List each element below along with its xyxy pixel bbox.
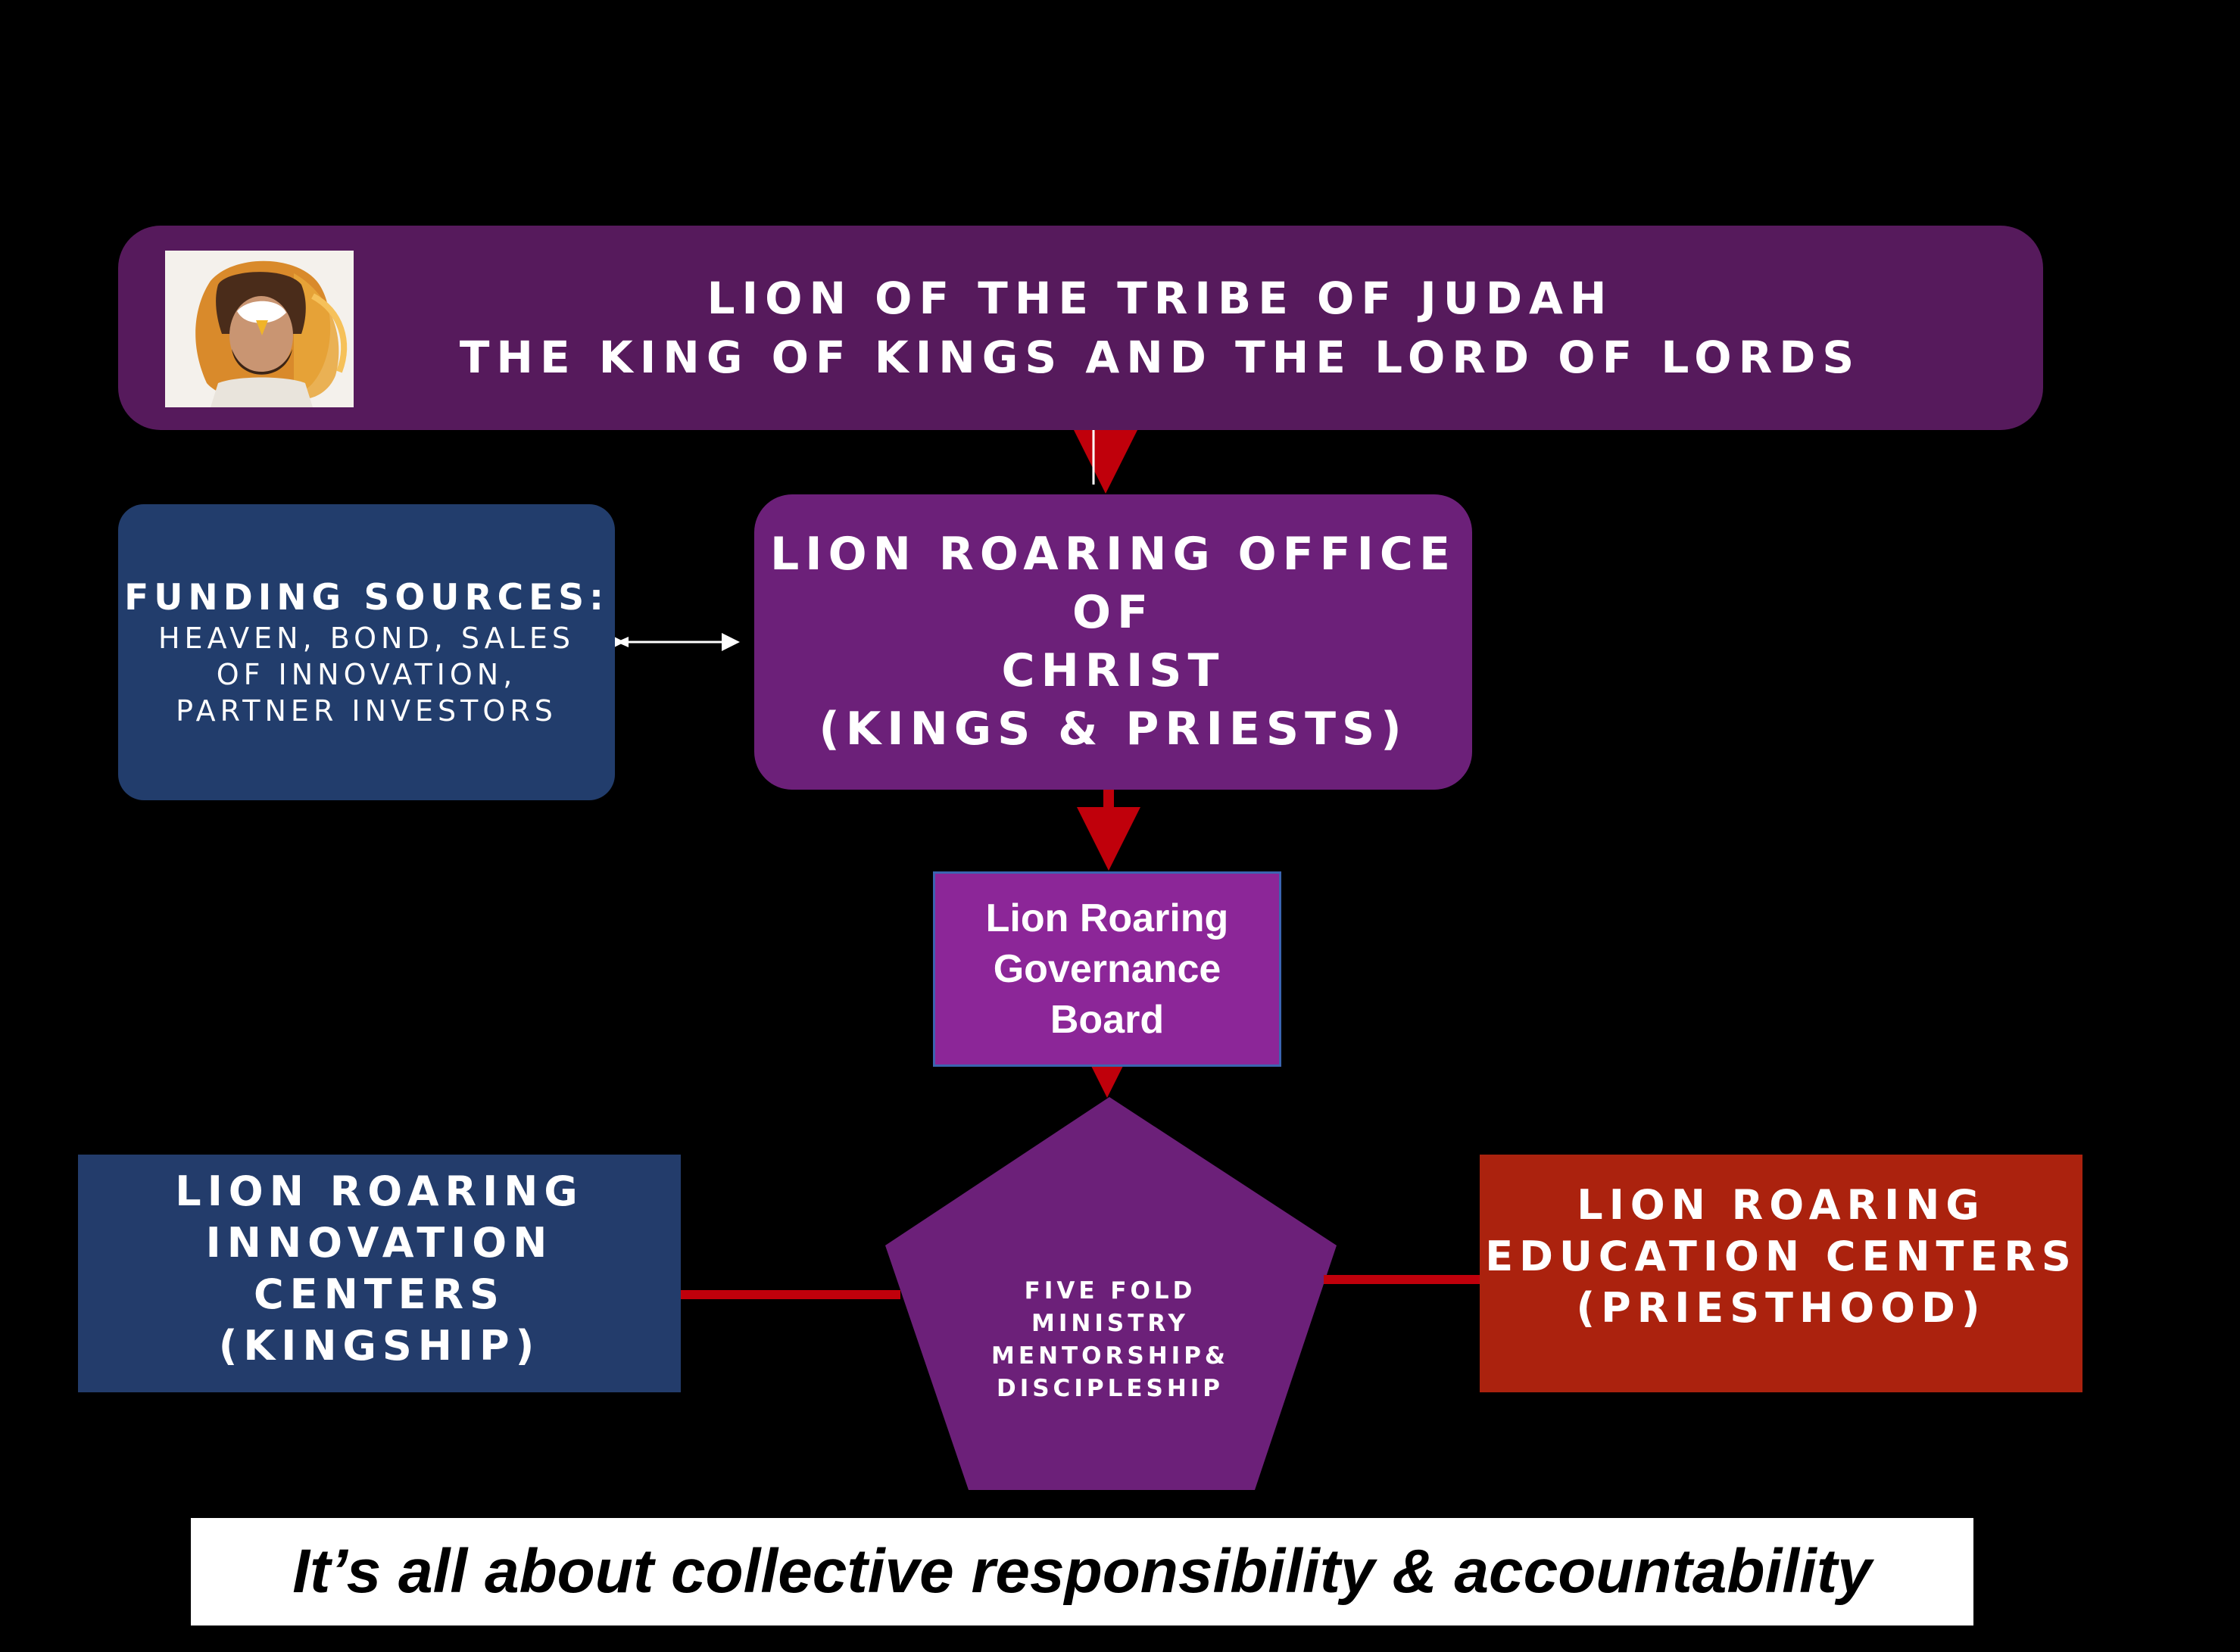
tagline-text: It’s all about collective responsibility… <box>292 1537 1872 1606</box>
office-of-christ-box: LION ROARING OFFICE OF CHRIST (KINGS & P… <box>754 494 1472 790</box>
top-banner: LION OF THE TRIBE OF JUDAH THE KING OF K… <box>118 226 2043 430</box>
office-line-4: (KINGS & PRIESTS) <box>819 703 1408 756</box>
board-line-1: Lion Roaring <box>985 896 1229 940</box>
pentagon-line-4: DISCIPLESHIP <box>996 1375 1225 1402</box>
innovation-centers-box: LION ROARING INNOVATION CENTERS (KINGSHI… <box>78 1155 681 1392</box>
education-line-3: (PRIESTHOOD) <box>1576 1284 1986 1332</box>
education-centers-box: LION ROARING EDUCATION CENTERS (PRIESTHO… <box>1480 1155 2082 1392</box>
funding-line-2: OF INNOVATION, <box>216 657 517 691</box>
innovation-line-2: INNOVATION <box>205 1219 554 1267</box>
office-line-2: OF <box>1072 586 1154 639</box>
lion-man-portrait-image <box>165 251 354 407</box>
office-line-3: CHRIST <box>1001 644 1225 697</box>
board-line-2: Governance <box>993 946 1221 991</box>
office-line-1: LION ROARING OFFICE <box>770 528 1456 581</box>
funding-heading: FUNDING SOURCES: <box>124 576 609 619</box>
tagline-banner: It’s all about collective responsibility… <box>191 1518 1973 1626</box>
funding-line-1: HEAVEN, BOND, SALES <box>158 621 576 655</box>
five-fold-ministry-label: FIVE FOLD MINISTRY MENTORSHIP& DISCIPLES… <box>947 1272 1274 1408</box>
pentagon-line-3: MENTORSHIP& <box>991 1342 1229 1370</box>
innovation-line-3: CENTERS <box>254 1270 505 1318</box>
pentagon-line-1: FIVE FOLD <box>1024 1277 1196 1304</box>
banner-title-line-1: LION OF THE TRIBE OF JUDAH <box>707 273 1614 324</box>
funding-sources-box: FUNDING SOURCES: HEAVEN, BOND, SALES OF … <box>118 504 615 800</box>
education-line-1: LION ROARING <box>1577 1181 1986 1229</box>
education-line-2: EDUCATION CENTERS <box>1485 1233 2077 1280</box>
pentagon-shape <box>885 1097 1337 1490</box>
banner-title-line-2: THE KING OF KINGS AND THE LORD OF LORDS <box>459 332 1861 383</box>
funding-line-3: PARTNER INVESTORS <box>176 694 557 728</box>
innovation-line-1: LION ROARING <box>175 1167 584 1215</box>
double-arrow-left-head <box>616 637 629 647</box>
governance-board-box: Lion Roaring Governance Board <box>933 871 1281 1067</box>
pentagon-line-2: MINISTRY <box>1031 1310 1189 1337</box>
board-line-3: Board <box>1050 997 1165 1042</box>
innovation-line-4: (KINGSHIP) <box>218 1322 541 1370</box>
